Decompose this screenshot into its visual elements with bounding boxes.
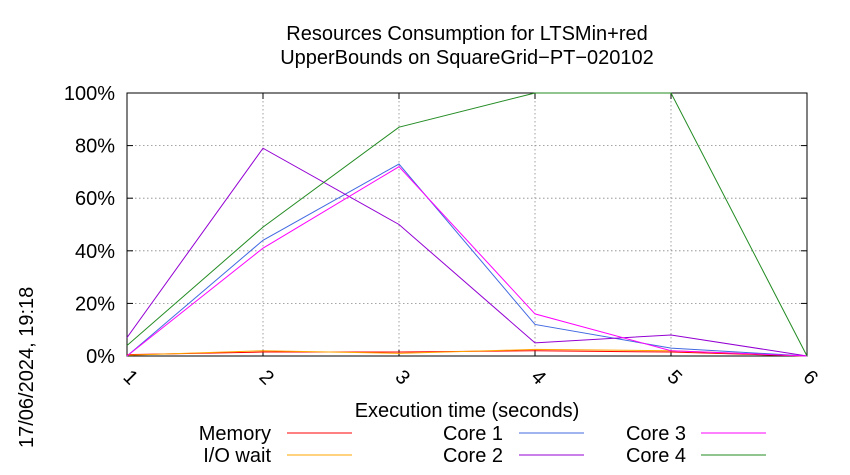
grid (127, 93, 807, 356)
x-tick-label: 6 (799, 366, 822, 389)
legend-label: Core 4 (626, 445, 686, 467)
y-tick-label: 80% (75, 136, 115, 158)
series-line-core-4 (126, 92, 808, 357)
x-tick-label: 2 (255, 366, 278, 389)
y-tick-label: 60% (75, 188, 115, 210)
series-line-core-1 (126, 163, 808, 357)
chart-title: Resources Consumption for LTSMin+redUppe… (280, 23, 654, 69)
plot-frame (126, 92, 808, 357)
y-tick-label: 100% (64, 83, 115, 105)
x-tick-label: 4 (527, 366, 550, 389)
x-axis-ticks: 1 2 3 4 5 6 (119, 93, 822, 389)
x-tick-label: 1 (119, 366, 142, 389)
timestamp: 17/06/2024, 19:18 (16, 287, 38, 448)
x-axis-label: Execution time (seconds) (355, 400, 580, 422)
y-tick-label: 40% (75, 241, 115, 263)
legend-label: Core 1 (443, 423, 503, 445)
x-tick-label: 3 (391, 366, 414, 389)
series-line-core-2 (126, 147, 808, 357)
y-axis-ticks: 0% 20% 40% 60% 80% 100% (64, 83, 807, 368)
x-tick-label: 5 (663, 366, 686, 389)
chart-title-line: UpperBounds on SquareGrid−PT−020102 (280, 47, 654, 69)
legend-label: Memory (199, 423, 271, 445)
series-lines (126, 92, 808, 357)
legend-label: Core 3 (626, 423, 686, 445)
y-tick-label: 20% (75, 293, 115, 315)
legend-label: I/O wait (203, 445, 271, 467)
series-line-core-3 (126, 166, 808, 357)
legend-label: Core 2 (443, 445, 503, 467)
y-tick-label: 0% (86, 346, 115, 368)
chart-title-line: Resources Consumption for LTSMin+red (286, 23, 647, 45)
